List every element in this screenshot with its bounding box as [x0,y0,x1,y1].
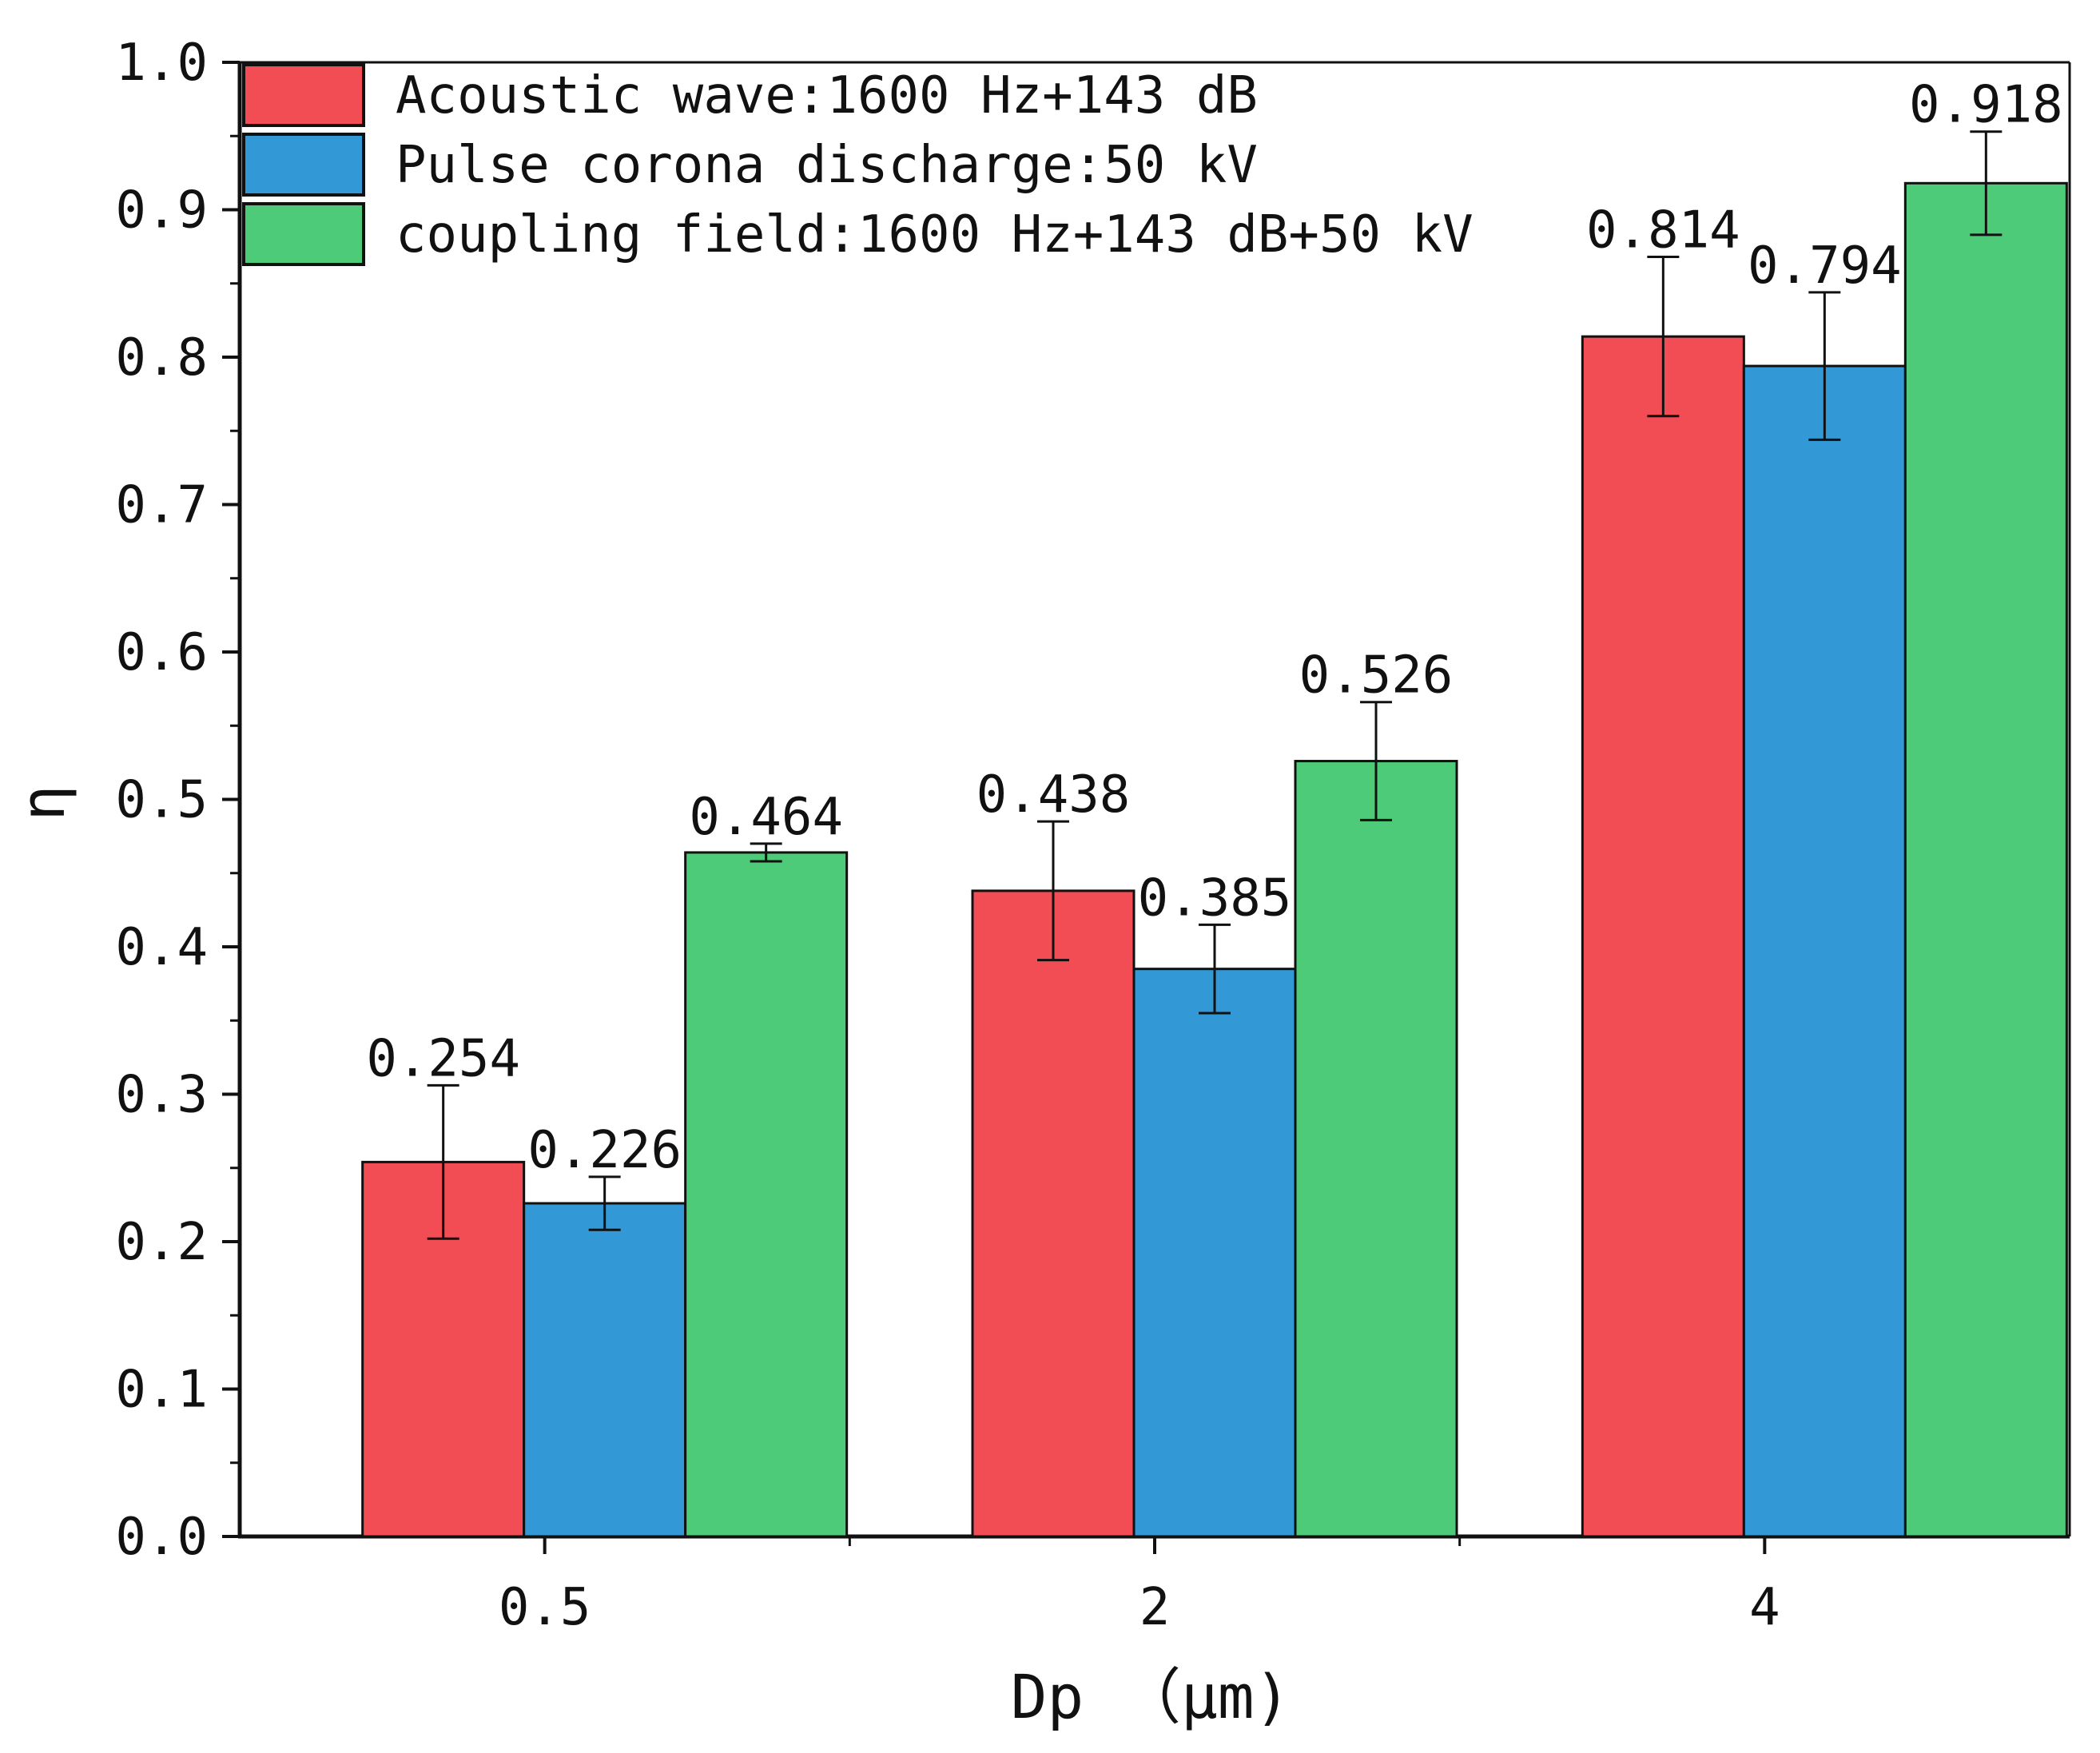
y-tick-label: 0.7 [115,476,208,535]
data-label: 0.464 [689,788,843,847]
bars-layer [361,130,2068,1538]
legend-swatch-3 [242,202,365,266]
x-tick-label: 0.5 [499,1578,591,1637]
y-tick-label: 0.3 [115,1066,208,1125]
y-tick-label: 0.5 [115,771,208,830]
data-label: 0.526 [1299,646,1454,706]
x-tick-label: 2 [1139,1578,1171,1637]
data-label: 0.226 [527,1121,682,1180]
data-label: 0.814 [1586,201,1740,260]
x-axis-title: Dp （μm) [1011,1661,1291,1732]
legend-label-2: Pulse corona discharge:50 kV [396,136,1258,195]
y-axis-title: η [7,785,78,821]
y-tick-label: 1.0 [115,34,208,93]
bar-3-0.5 [684,851,849,1538]
y-tick-label: 0.1 [115,1361,208,1420]
y-tick-label: 0.6 [115,623,208,682]
data-label: 0.918 [1909,76,2063,135]
legend: Acoustic wave:1600 Hz+143 dB Pulse corona… [242,63,1474,266]
data-label: 0.254 [366,1029,520,1088]
y-tick-label: 0.8 [115,328,208,388]
axes-layer: 0.0 0.1 0.2 0.3 0.4 0.5 0.6 0.7 0.8 0.9 1.0 0.5 2 4 [115,34,2071,1637]
bar-2-4 [1742,364,1907,1538]
bar-1-4 [1581,335,1745,1538]
y-tick-label: 0.9 [115,181,208,240]
legend-label-3: coupling field:1600 Hz+143 dB+50 kV [396,205,1474,264]
x-tick-label: 4 [1749,1578,1780,1637]
y-tick-label: 0.0 [115,1508,208,1567]
legend-swatch-1 [242,63,365,127]
bar-3-2 [1294,760,1458,1538]
data-label: 0.438 [976,765,1131,825]
legend-label-1: Acoustic wave:1600 Hz+143 dB [396,66,1258,125]
bar-3-4 [1903,181,2068,1538]
data-label: 0.385 [1138,869,1292,928]
y-tick-label: 0.2 [115,1213,208,1272]
bar-1-2 [971,889,1136,1538]
bar-2-2 [1132,968,1297,1538]
legend-swatch-2 [242,133,365,197]
y-tick-label: 0.4 [115,918,208,977]
data-label: 0.794 [1748,237,1902,296]
bar-2-0.5 [523,1202,687,1538]
